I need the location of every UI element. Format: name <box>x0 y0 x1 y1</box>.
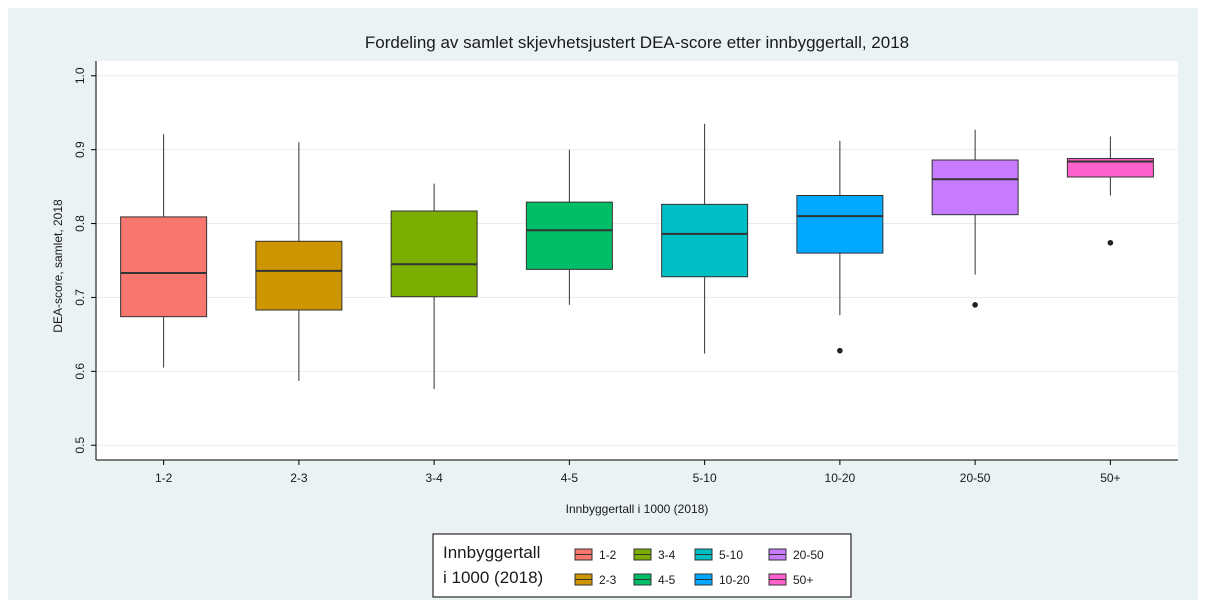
x-tick-label: 1-2 <box>155 471 173 485</box>
box-1-2 <box>120 134 208 368</box>
legend-label: 4-5 <box>658 573 676 587</box>
legend-label: 1-2 <box>599 548 617 562</box>
legend-item-5-10: 5-10 <box>694 548 743 562</box>
y-tick-label: 0.6 <box>73 363 87 380</box>
legend-item-1-2: 1-2 <box>574 548 617 562</box>
x-tick-label: 2-3 <box>290 471 308 485</box>
box-iqr <box>255 240 343 311</box>
x-tick-label: 4-5 <box>561 471 579 485</box>
y-axis-title: DEA-score, samlet, 2018 <box>51 199 65 333</box>
y-tick-label: 0.5 <box>73 437 87 454</box>
legend-label: 10-20 <box>719 573 750 587</box>
legend-label: 5-10 <box>719 548 743 562</box>
legend-item-10-20: 10-20 <box>694 573 750 587</box>
legend-label: 20-50 <box>793 548 824 562</box>
legend-item-50+: 50+ <box>768 573 813 587</box>
box-iqr <box>120 216 208 318</box>
box-iqr <box>931 159 1019 216</box>
chart-frame: Fordeling av samlet skjevhetsjustert DEA… <box>8 8 1198 600</box>
outlier-point <box>972 302 978 308</box>
x-tick-label: 5-10 <box>693 471 717 485</box>
chart-svg: Fordeling av samlet skjevhetsjustert DEA… <box>51 33 1178 598</box>
box-20-50 <box>931 129 1019 308</box>
box-2-3 <box>255 142 343 381</box>
box-4-5 <box>525 149 613 305</box>
y-tick-label: 0.9 <box>73 141 87 158</box>
legend-label: 50+ <box>793 573 813 587</box>
box-iqr <box>661 203 749 278</box>
box-50+ <box>1066 136 1154 246</box>
box-5-10 <box>661 123 749 354</box>
x-tick-label: 20-50 <box>960 471 991 485</box>
legend: Innbyggertall i 1000 (2018) 1-2 2-3 3-4 4-5… <box>432 533 852 598</box>
legend-item-4-5: 4-5 <box>633 573 676 587</box>
x-axis-title: Innbyggertall i 1000 (2018) <box>566 502 709 516</box>
legend-title-line-2: i 1000 (2018) <box>443 568 543 587</box>
outlier-point <box>1107 239 1114 246</box>
box-10-20 <box>796 140 884 354</box>
legend-item-20-50: 20-50 <box>768 548 824 562</box>
axes: 0.5 0.6 0.7 0.8 0.9 1.0 1-2 2-3 3-4 4-5 5-10 10-20 2… <box>73 61 1178 485</box>
box-iqr <box>796 194 884 254</box>
box-iqr <box>525 201 613 270</box>
legend-title-line-1: Innbyggertall <box>443 543 540 562</box>
x-tick-label: 3-4 <box>425 471 443 485</box>
box-plots <box>120 123 1154 390</box>
chart-title: Fordeling av samlet skjevhetsjustert DEA… <box>365 33 909 52</box>
legend-box <box>432 533 852 598</box>
legend-label: 3-4 <box>658 548 676 562</box>
y-tick-label: 1.0 <box>73 67 87 84</box>
box-3-4 <box>390 183 478 390</box>
legend-label: 2-3 <box>599 573 617 587</box>
legend-item-3-4: 3-4 <box>633 548 676 562</box>
box-iqr <box>1066 158 1154 178</box>
x-tick-label: 50+ <box>1100 471 1120 485</box>
legend-item-2-3: 2-3 <box>574 573 617 587</box>
x-tick-label: 10-20 <box>825 471 856 485</box>
y-tick-label: 0.8 <box>73 215 87 232</box>
outlier-point <box>837 347 843 354</box>
y-tick-label: 0.7 <box>73 289 87 306</box>
box-iqr <box>390 210 478 298</box>
